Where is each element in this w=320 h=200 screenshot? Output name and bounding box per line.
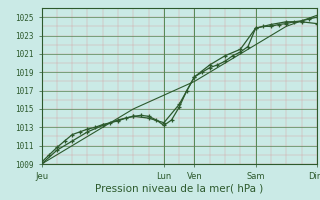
X-axis label: Pression niveau de la mer( hPa ): Pression niveau de la mer( hPa ) — [95, 183, 263, 193]
